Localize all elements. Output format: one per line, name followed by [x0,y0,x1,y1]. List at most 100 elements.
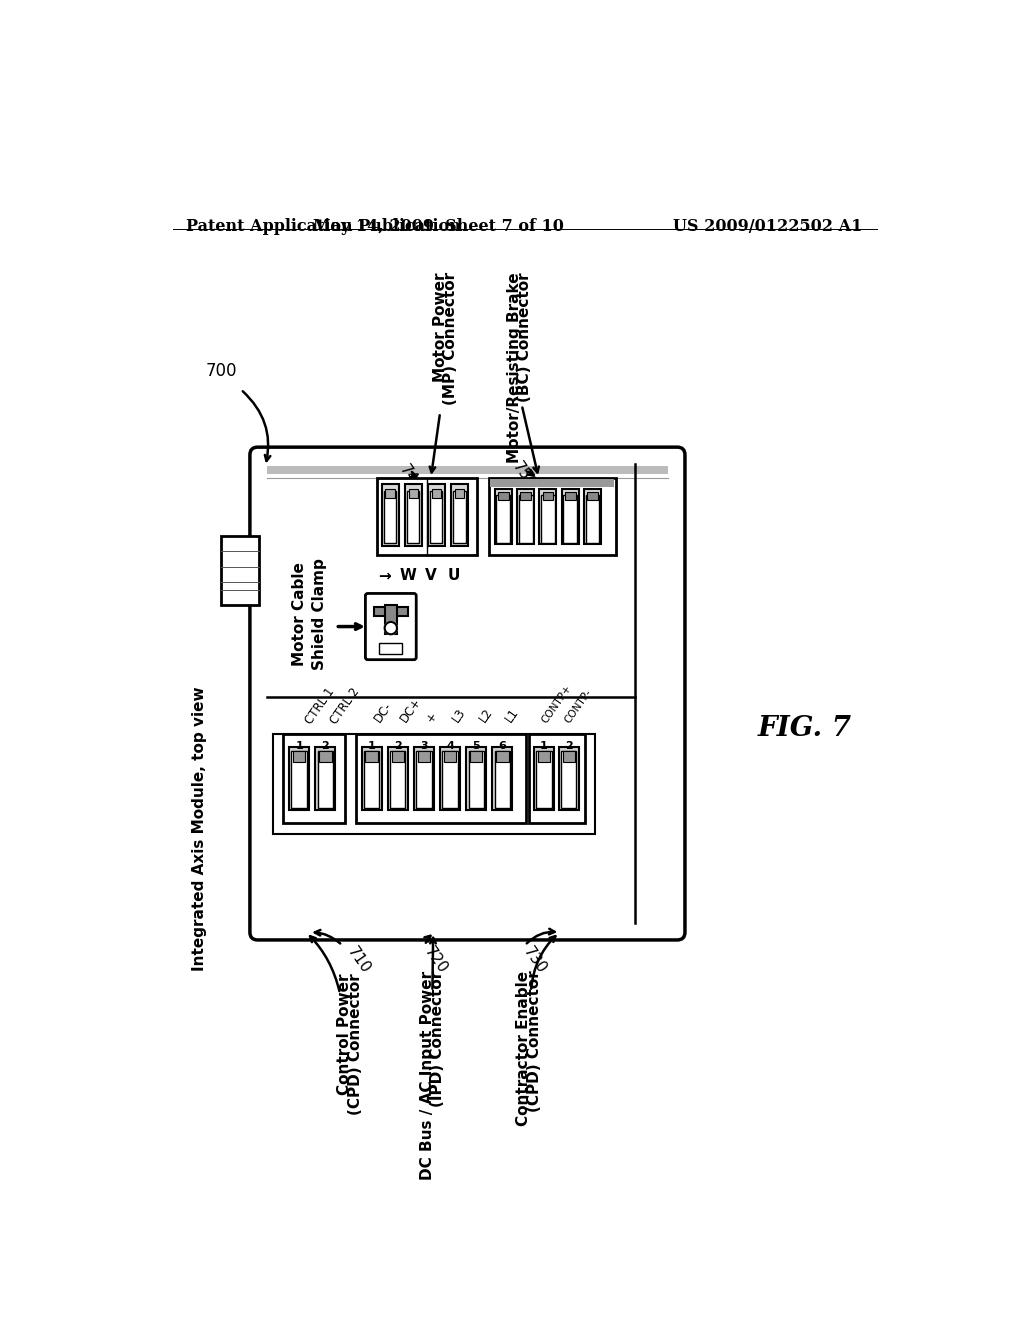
Bar [220,536,259,605]
Bar [565,492,575,499]
Bar [273,734,595,834]
Bar [520,492,531,499]
Bar [317,751,333,808]
Text: →: → [378,568,391,583]
Bar [319,751,332,762]
Bar [561,751,577,808]
Bar [535,747,554,810]
Bar [385,488,394,498]
FancyBboxPatch shape [250,447,685,940]
Bar [407,491,419,544]
Bar [390,751,406,808]
Text: 700: 700 [206,363,238,380]
Bar [379,643,402,653]
Bar [497,495,510,543]
Text: V: V [425,568,436,583]
Text: W: W [399,568,416,583]
Bar [293,751,305,762]
Bar [444,751,457,762]
Bar [404,484,422,545]
Text: 2: 2 [394,742,401,751]
Text: 4: 4 [446,742,454,751]
Bar [428,484,444,545]
Text: 1: 1 [368,742,376,751]
Bar [289,747,309,810]
Text: 720: 720 [422,944,451,975]
Bar [391,751,403,762]
Bar [537,751,552,808]
Bar [584,488,601,544]
Text: (CPD) Connector: (CPD) Connector [526,970,542,1113]
Bar [562,488,579,544]
Bar [416,751,432,808]
Text: Motor Cable
Shield Clamp: Motor Cable Shield Clamp [292,558,327,671]
Bar [315,747,336,810]
Bar [488,478,615,554]
Text: Motor Power: Motor Power [432,272,447,381]
Text: (IPD) Connector: (IPD) Connector [430,970,445,1107]
Bar [432,488,441,498]
Text: +: + [424,710,440,725]
Bar [529,734,585,822]
Text: 2: 2 [322,742,330,751]
FancyBboxPatch shape [366,594,416,660]
Text: Motor/Resisting Brake: Motor/Resisting Brake [507,272,521,463]
Text: DC+: DC+ [397,696,424,725]
Bar [495,488,512,544]
Bar [466,747,486,810]
Text: DC-: DC- [372,700,394,725]
Text: (MP) Connector: (MP) Connector [443,272,459,405]
Bar [498,492,509,499]
Text: CTRL 1: CTRL 1 [303,685,338,726]
Bar [562,751,574,762]
Bar [559,747,579,810]
Bar [384,491,396,544]
Bar [587,492,598,499]
Bar [563,495,578,543]
Text: 6: 6 [499,742,507,751]
Bar [490,479,614,487]
Text: (BC) Connector: (BC) Connector [517,272,532,403]
Bar [414,747,434,810]
Text: 1: 1 [295,742,303,751]
Text: 2: 2 [565,742,572,751]
Bar [366,751,378,762]
Text: 1: 1 [541,742,548,751]
Bar [283,734,345,822]
Text: FIG. 7: FIG. 7 [758,714,851,742]
Text: 750: 750 [509,459,539,491]
Text: L3: L3 [451,706,469,725]
Bar [385,605,397,635]
Text: May 14, 2009  Sheet 7 of 10: May 14, 2009 Sheet 7 of 10 [313,218,564,235]
Bar [469,751,484,808]
Bar [454,491,466,544]
Bar [470,751,482,762]
Text: CTRL 2: CTRL 2 [328,685,362,726]
Bar [377,478,477,554]
Bar [518,495,532,543]
Bar [493,747,512,810]
Text: U: U [447,568,460,583]
Bar [356,734,525,822]
Text: (CPD) Connector: (CPD) Connector [348,973,362,1115]
Bar [409,488,418,498]
Bar [540,488,556,544]
Text: L1: L1 [503,706,521,725]
Bar [440,747,460,810]
Circle shape [385,622,397,635]
Text: Contractor Enable: Contractor Enable [516,970,530,1126]
Text: 730: 730 [520,944,549,977]
Bar [374,607,408,615]
Bar [497,751,509,762]
Text: Control Power: Control Power [337,973,352,1094]
Bar [430,491,442,544]
Bar [455,488,464,498]
Bar [517,488,535,544]
Bar [541,495,555,543]
Bar [361,747,382,810]
Text: 710: 710 [345,944,374,975]
Text: 740: 740 [396,462,425,495]
Bar [451,484,468,545]
Bar [543,492,553,499]
Bar [442,751,458,808]
